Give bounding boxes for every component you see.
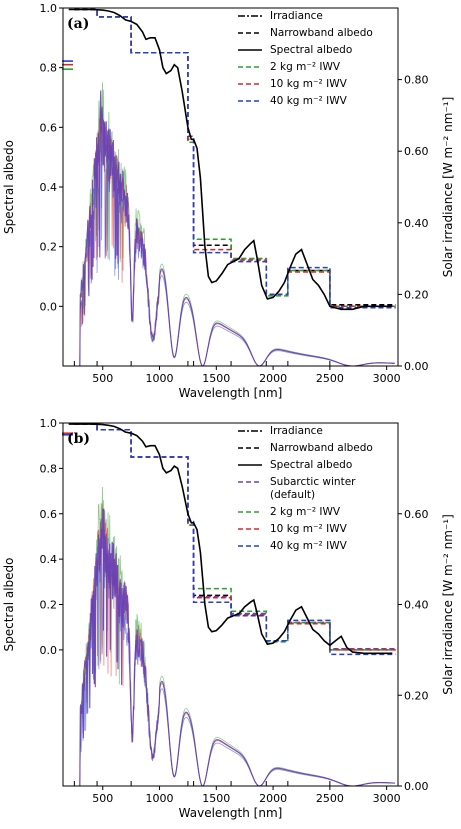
irradiance-trace: [78, 119, 395, 367]
narrowband-series: [74, 8, 396, 309]
legend-label: Narrowband albedo: [270, 442, 373, 454]
panel-label: (b): [67, 431, 90, 447]
x-axis-label: Wavelength [nm]: [179, 386, 283, 400]
irradiance-trace: [78, 508, 395, 787]
y-tick-label: 0.4: [40, 553, 58, 566]
y2-axis-label: Solar irradiance [W m⁻² nm⁻¹]: [441, 97, 455, 278]
y2-tick-label: 0.00: [404, 360, 429, 373]
legend-label: Subarctic winter: [270, 476, 356, 488]
y2-tick-label: 0.20: [404, 288, 429, 301]
y-tick-label: 1.0: [40, 417, 58, 430]
chart-panel-b: 500 1000 1500 2000 2500 3000 0.0 0.2 0.4 0.6 0.8 1.…: [2, 417, 455, 820]
x-tick-label: 500: [92, 372, 113, 385]
legend-label-line2: (default): [270, 489, 315, 501]
y-axis-label: Spectral albedo: [2, 557, 16, 651]
y2-tick-label: 0.80: [404, 74, 429, 87]
x-tick-label: 2500: [316, 792, 344, 805]
x-tick-label: 3000: [373, 792, 401, 805]
legend-label: Narrowband albedo: [270, 27, 373, 39]
irradiance-trace: [78, 82, 395, 367]
y2-tick-label: 0.00: [404, 780, 429, 793]
y2-tick-label: 0.40: [404, 217, 429, 230]
legend-label: Irradiance: [270, 425, 323, 437]
y2-tick-label: 0.40: [404, 599, 429, 612]
y-tick-label: 0.6: [40, 121, 58, 134]
y-tick-label: 0.6: [40, 508, 58, 521]
legend-label: Spectral albedo: [270, 44, 352, 56]
panel-label: (a): [67, 16, 89, 32]
legend-label: 40 kg m⁻² IWV: [270, 540, 348, 552]
x-tick-label: 1500: [202, 372, 230, 385]
legend-label: 40 kg m⁻² IWV: [270, 95, 348, 107]
y-tick-label: 0.2: [40, 241, 58, 254]
irradiance-trace: [78, 518, 395, 787]
y-axis-label: Spectral albedo: [2, 140, 16, 234]
irradiance-trace: [78, 110, 395, 367]
x-tick-label: 500: [92, 792, 113, 805]
irradiance-trace: [78, 90, 395, 367]
legend-label: 10 kg m⁻² IWV: [270, 78, 348, 90]
y2-tick-label: 0.20: [404, 689, 429, 702]
chart-panel-a: 500 1000 1500 2000 2500 3000 0.0 0.2 0.4 0.6 0.8 1.…: [2, 2, 455, 400]
y-tick-label: 0.8: [40, 62, 58, 75]
y-tick-label: 0.2: [40, 599, 58, 612]
x-tick-label: 3000: [373, 372, 401, 385]
x-tick-label: 2000: [259, 372, 287, 385]
y-tick-label: 1.0: [40, 2, 58, 15]
x-tick-label: 2500: [316, 372, 344, 385]
x-tick-label: 2000: [259, 792, 287, 805]
y-tick-label: 0.0: [40, 644, 58, 657]
y-tick-label: 0.0: [40, 300, 58, 313]
y2-tick-label: 0.60: [404, 145, 429, 158]
y-tick-label: 0.4: [40, 181, 58, 194]
y2-tick-label: 0.60: [404, 508, 429, 521]
legend-label: 2 kg m⁻² IWV: [270, 61, 341, 73]
legend-label: Irradiance: [270, 10, 323, 22]
legend-label: Spectral albedo: [270, 459, 352, 471]
legend-label: 10 kg m⁻² IWV: [270, 523, 348, 535]
spectral-albedo-line: [68, 8, 393, 311]
x-tick-label: 1500: [202, 792, 230, 805]
x-axis-label: Wavelength [nm]: [179, 806, 283, 820]
legend-label: 2 kg m⁻² IWV: [270, 506, 341, 518]
x-tick-label: 1000: [146, 792, 174, 805]
y-tick-label: 0.8: [40, 462, 58, 475]
spectral-albedo-line: [68, 423, 393, 655]
x-tick-label: 1000: [146, 372, 174, 385]
irradiance-trace: [78, 503, 395, 787]
narrowband-series: [74, 423, 396, 656]
y2-axis-label: Solar irradiance [W m⁻² nm⁻¹]: [441, 514, 455, 695]
